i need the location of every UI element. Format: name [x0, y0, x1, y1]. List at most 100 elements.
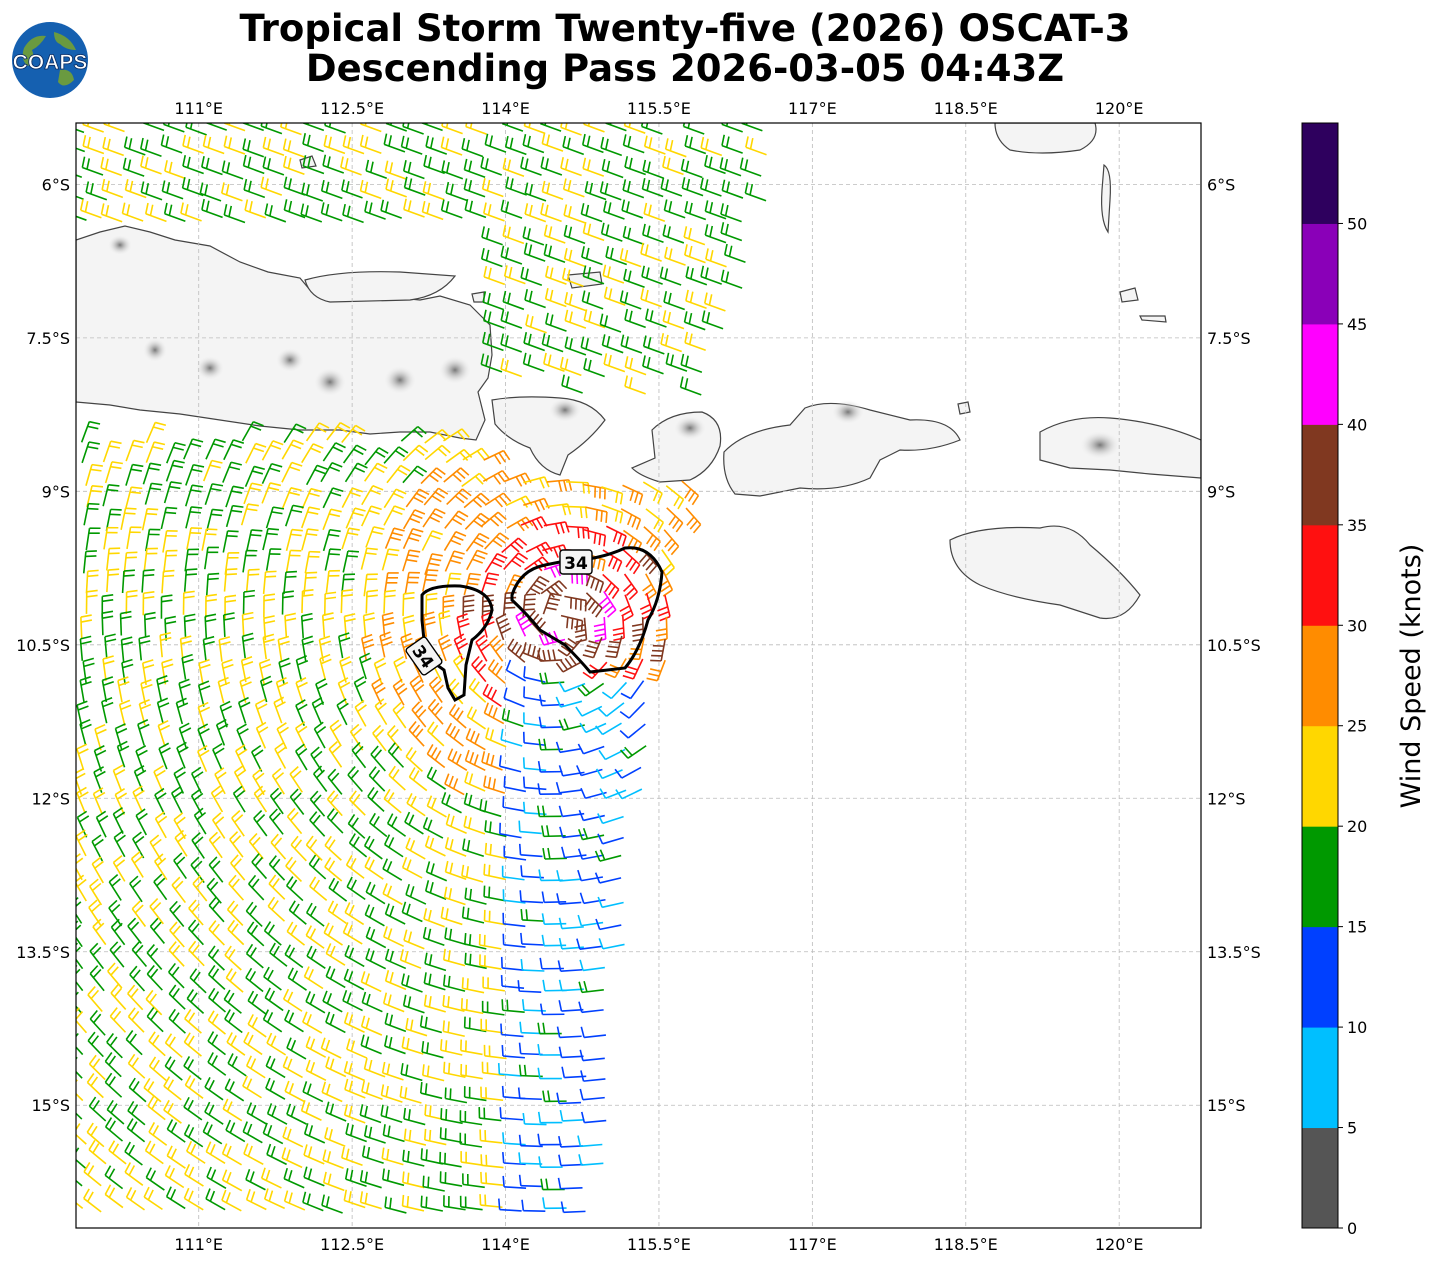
- wind-barb: [480, 353, 503, 373]
- wind-barb: [82, 657, 95, 684]
- wind-barb: [186, 989, 205, 1014]
- wind-barb: [701, 310, 724, 330]
- wind-barb: [191, 832, 205, 859]
- wind-barb: [403, 176, 426, 196]
- wind-barb: [501, 708, 524, 728]
- wind-barb: [263, 921, 282, 946]
- wind-barb: [444, 572, 462, 596]
- wind-barb: [555, 696, 583, 708]
- wind-barb: [80, 420, 101, 443]
- wind-barb: [82, 135, 105, 155]
- wind-barb: [343, 1012, 365, 1033]
- wind-barb: [614, 766, 642, 779]
- wind-barb: [267, 896, 286, 922]
- wind-barb: [482, 309, 505, 329]
- wind-barb: [660, 333, 682, 353]
- wind-barb: [663, 529, 680, 556]
- wind-barb: [162, 123, 185, 133]
- wind-barb: [344, 945, 365, 968]
- wind-barb: [341, 424, 366, 444]
- wind-barb: [86, 1073, 104, 1099]
- wind-barb: [184, 1163, 204, 1187]
- wind-barb: [183, 568, 198, 592]
- wind-barb: [164, 1033, 183, 1058]
- wind-barb: [325, 1101, 347, 1122]
- wind-barb: [343, 1061, 366, 1082]
- wind-barb: [313, 765, 328, 793]
- wind-barb: [564, 309, 587, 329]
- wind-barb: [108, 1140, 127, 1165]
- wind-barb: [132, 785, 145, 813]
- wind-barb: [235, 744, 248, 772]
- wind-barb: [384, 948, 407, 970]
- wind-barb: [640, 242, 662, 262]
- wind-barb: [346, 876, 366, 901]
- wind-barb: [602, 264, 625, 284]
- wind-barb: [441, 160, 464, 180]
- wind-barb: [207, 1052, 227, 1076]
- wind-barb: [399, 949, 422, 969]
- wind-barb: [215, 718, 229, 746]
- colorbar-tick-label: 0: [1347, 1219, 1357, 1238]
- wind-barb: [260, 123, 283, 135]
- wind-barb: [581, 133, 604, 154]
- wind-barb: [541, 333, 564, 353]
- lat-tick-label: 13.5°S: [16, 943, 70, 962]
- wind-barb: [244, 199, 267, 219]
- colorbar-swatch: [1302, 123, 1338, 224]
- colorbar-tick-label: 10: [1347, 1018, 1367, 1037]
- wind-barb: [76, 743, 89, 771]
- wind-barb: [310, 746, 324, 774]
- colorbar-tick-label: 15: [1347, 918, 1367, 937]
- wind-barb: [320, 202, 343, 222]
- wind-barb: [164, 615, 177, 641]
- wind-barb: [704, 224, 727, 244]
- small-island-strip: [1101, 163, 1111, 234]
- wind-barb: [160, 594, 173, 619]
- wind-barb: [543, 224, 566, 244]
- wind-barb: [684, 331, 706, 351]
- wind-barb: [578, 1001, 604, 1014]
- wind-barb: [305, 1059, 327, 1082]
- wind-barb: [108, 874, 122, 901]
- wind-barb: [245, 901, 263, 927]
- wind-barb: [605, 123, 627, 132]
- wind-barb: [218, 636, 231, 662]
- wind-barb: [345, 1122, 367, 1143]
- wind-barb: [83, 1188, 102, 1213]
- wind-barb: [320, 179, 343, 200]
- wind-barb: [482, 331, 504, 352]
- wind-barb: [241, 632, 254, 659]
- wind-barb: [158, 742, 171, 770]
- wind-barb: [619, 290, 642, 310]
- wind-barb: [199, 182, 222, 202]
- wind-barb: [120, 507, 137, 530]
- madura-island: [304, 271, 457, 303]
- wind-barb: [704, 200, 727, 220]
- wind-barb: [402, 994, 425, 1014]
- wind-barb: [305, 925, 325, 949]
- wind-barb: [76, 1098, 83, 1120]
- wind-barb: [205, 123, 228, 131]
- wind-barb: [337, 632, 351, 659]
- lon-tick-label: 117°E: [788, 1235, 837, 1254]
- wind-barb: [619, 594, 634, 622]
- wind-barb: [580, 336, 603, 356]
- wind-barb: [242, 1075, 262, 1099]
- wind-barb: [265, 506, 285, 529]
- wind-barb: [204, 483, 224, 506]
- wind-barb: [523, 242, 546, 262]
- wind-barb: [262, 633, 275, 660]
- wind-barb: [214, 767, 227, 795]
- wind-barb: [705, 248, 727, 268]
- wind-barb: [383, 788, 402, 814]
- wind-barb: [261, 462, 283, 485]
- wind-barb: [482, 291, 505, 311]
- wind-barb: [225, 485, 244, 508]
- wind-barb: [146, 944, 163, 970]
- wind-barb: [615, 788, 643, 800]
- wind-barb: [254, 698, 268, 726]
- wind-barb: [484, 492, 512, 508]
- wind-barb: [114, 723, 128, 750]
- wind-barb: [329, 719, 342, 747]
